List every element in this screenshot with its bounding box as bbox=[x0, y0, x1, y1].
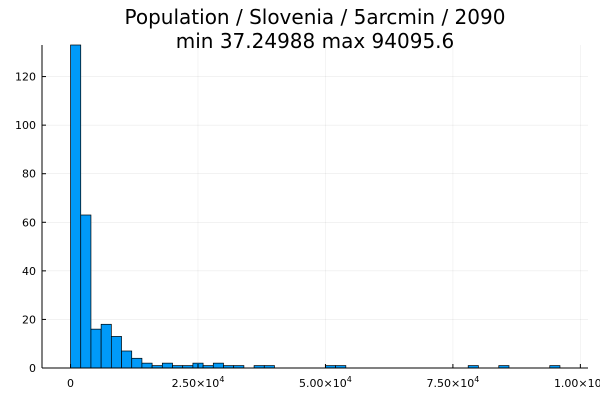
x-tick-exponent: 4 bbox=[219, 375, 224, 384]
histogram-bar bbox=[121, 350, 133, 369]
x-tick-exponent: 4 bbox=[474, 375, 479, 384]
y-tick-label: 40 bbox=[22, 265, 36, 278]
y-tick-label: 100 bbox=[15, 119, 36, 132]
histogram-bar bbox=[141, 362, 153, 369]
y-tick-label: 120 bbox=[15, 71, 36, 84]
x-tick-label: 2.50×104 bbox=[172, 375, 225, 390]
histogram-bar bbox=[212, 362, 224, 369]
grid-lines bbox=[42, 45, 588, 369]
chart-title: Population / Slovenia / 5arcmin / 2090 bbox=[125, 5, 506, 29]
chart-subtitle: min 37.24988 max 94095.6 bbox=[176, 29, 455, 53]
x-tick-exponent: 4 bbox=[347, 375, 352, 384]
x-tick-label: 1.00×105 bbox=[554, 375, 600, 390]
y-axis-ticks: 0 20 40 60 80 100 120 bbox=[15, 71, 46, 375]
y-tick-label: 60 bbox=[22, 216, 36, 229]
histogram-bar bbox=[70, 44, 82, 369]
histogram-bar bbox=[90, 328, 102, 369]
histogram-bar bbox=[161, 362, 173, 369]
x-tick-label: 5.00×104 bbox=[299, 375, 352, 390]
histogram-bar bbox=[80, 214, 92, 369]
y-tick-label: 20 bbox=[22, 313, 36, 326]
x-axis-ticks: 0 2.50×104 5.00×104 7.50×104 1.00×105 bbox=[67, 364, 600, 390]
y-tick-label: 0 bbox=[29, 362, 36, 375]
histogram-bar bbox=[131, 357, 143, 369]
y-tick-label: 80 bbox=[22, 168, 36, 181]
x-tick-label: 7.50×104 bbox=[426, 375, 479, 390]
histogram-bar bbox=[100, 323, 112, 369]
x-tick-label: 0 bbox=[67, 377, 74, 390]
histogram-bar bbox=[110, 336, 122, 369]
